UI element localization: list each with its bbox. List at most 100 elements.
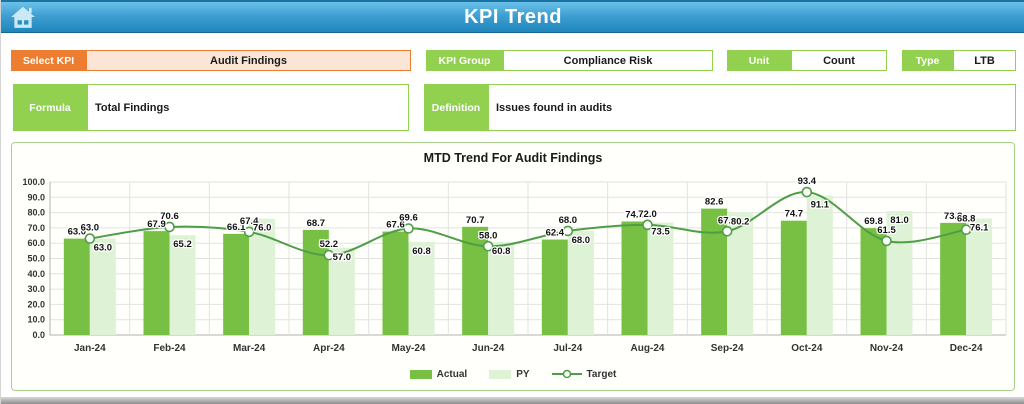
x-category-label: Jun-24 xyxy=(472,343,505,354)
py-data-label: 63.0 xyxy=(94,243,113,254)
bar-py xyxy=(886,211,913,335)
py-data-label: 76.0 xyxy=(253,223,272,234)
legend-label-actual: Actual xyxy=(436,368,468,380)
target-data-label: 61.5 xyxy=(877,225,896,236)
target-marker xyxy=(881,235,892,247)
bar-actual xyxy=(701,208,728,335)
bar-actual xyxy=(143,231,170,335)
target-marker xyxy=(164,221,175,233)
bar-py xyxy=(806,195,833,335)
target-marker xyxy=(562,225,574,237)
kpi-group-value[interactable]: Compliance Risk xyxy=(503,50,713,71)
y-tick-label: 30.0 xyxy=(27,284,45,294)
bottom-window-edge xyxy=(1,397,1024,404)
definition-value: Issues found in audits xyxy=(488,84,1016,131)
y-tick-label: 60.0 xyxy=(27,238,45,248)
target-data-label: 67.8 xyxy=(718,215,737,226)
type-value[interactable]: LTB xyxy=(953,50,1016,71)
y-tick-label: 80.0 xyxy=(27,208,45,218)
x-category-label: Feb-24 xyxy=(153,343,186,354)
bar-py xyxy=(408,241,435,335)
x-category-label: Sep-24 xyxy=(711,343,744,354)
formula-label: Formula xyxy=(13,84,87,131)
definition-field: Definition Issues found in audits xyxy=(424,84,1016,131)
kpi-group-label: KPI Group xyxy=(426,50,503,71)
py-data-label: 80.2 xyxy=(731,216,750,227)
select-kpi-group: Select KPI Audit Findings xyxy=(11,50,411,71)
kpi-group-field: KPI Group Compliance Risk xyxy=(426,50,713,71)
py-data-label: 60.8 xyxy=(492,246,511,257)
bar-actual xyxy=(780,220,807,335)
x-category-label: Jul-24 xyxy=(553,343,582,354)
legend-swatch-target-icon xyxy=(551,369,582,379)
chart-title: MTD Trend For Audit Findings xyxy=(423,151,603,165)
home-button[interactable] xyxy=(8,4,38,32)
x-category-label: Apr-24 xyxy=(313,343,345,354)
y-tick-label: 50.0 xyxy=(27,254,45,264)
legend-label-target: Target xyxy=(586,368,617,380)
legend-label-py: PY xyxy=(516,368,530,380)
target-data-label: 72.0 xyxy=(638,209,657,220)
home-icon xyxy=(11,6,35,28)
py-data-label: 68.0 xyxy=(572,235,591,246)
actual-data-label: 69.8 xyxy=(864,216,883,227)
target-data-label: 67.4 xyxy=(240,216,259,227)
bar-actual xyxy=(541,239,568,335)
select-kpi-label: Select KPI xyxy=(11,50,86,71)
header-bar: KPI Trend xyxy=(1,0,1024,33)
x-category-label: Nov-24 xyxy=(870,343,904,354)
py-data-label: 73.5 xyxy=(651,227,670,238)
y-tick-label: 90.0 xyxy=(27,192,45,202)
legend-item-actual: Actual xyxy=(409,368,468,380)
actual-data-label: 70.7 xyxy=(466,215,485,226)
chart-panel: MTD Trend For Audit Findings 0.0 10.0 20.0… xyxy=(11,142,1015,391)
py-data-label: 65.2 xyxy=(173,239,192,250)
bar-py xyxy=(89,238,116,335)
x-category-label: Mar-24 xyxy=(233,343,266,354)
bar-actual xyxy=(860,228,887,335)
bar-py xyxy=(567,230,594,335)
legend-item-py: PY xyxy=(489,368,530,380)
y-tick-label: 10.0 xyxy=(27,315,45,325)
chart-legend: Actual PY Target xyxy=(12,365,1014,383)
x-category-label: Jan-24 xyxy=(74,343,106,354)
py-data-label: 76.1 xyxy=(970,223,989,234)
py-data-label: 81.0 xyxy=(890,215,909,226)
target-marker xyxy=(243,226,255,238)
py-data-label: 60.8 xyxy=(412,246,431,257)
actual-data-label: 67.6 xyxy=(386,220,405,231)
type-field: Type LTB xyxy=(902,50,1016,71)
bar-py xyxy=(328,247,355,335)
target-data-label: 68.8 xyxy=(957,214,976,225)
y-tick-label: 40.0 xyxy=(27,269,45,279)
unit-label: Unit xyxy=(727,50,791,71)
target-marker xyxy=(84,233,96,244)
bar-actual xyxy=(621,221,648,335)
bar-actual xyxy=(63,238,90,335)
actual-data-label: 63.0 xyxy=(68,227,87,238)
target-data-label: 93.4 xyxy=(798,176,817,187)
bar-actual xyxy=(302,229,329,335)
y-tick-label: 100.0 xyxy=(22,177,45,187)
y-tick-label: 0.0 xyxy=(32,330,45,340)
target-marker xyxy=(323,249,335,261)
target-marker xyxy=(482,240,494,252)
bar-actual xyxy=(223,233,250,335)
target-data-label: 52.2 xyxy=(320,239,339,250)
py-data-label: 57.0 xyxy=(333,252,352,263)
target-marker xyxy=(403,223,414,234)
bar-py xyxy=(647,222,674,335)
target-data-label: 58.0 xyxy=(479,230,498,241)
target-marker xyxy=(642,219,653,231)
actual-data-label: 62.4 xyxy=(546,228,565,239)
target-marker xyxy=(721,225,733,237)
select-kpi-value[interactable]: Audit Findings xyxy=(86,50,411,71)
formula-value: Total Findings xyxy=(87,84,409,131)
x-category-label: May-24 xyxy=(392,343,426,354)
actual-data-label: 73.3 xyxy=(944,211,963,222)
actual-data-label: 74.2 xyxy=(625,209,644,220)
unit-value[interactable]: Count xyxy=(791,50,887,71)
actual-data-label: 82.6 xyxy=(705,197,724,208)
actual-data-label: 74.7 xyxy=(785,209,804,220)
